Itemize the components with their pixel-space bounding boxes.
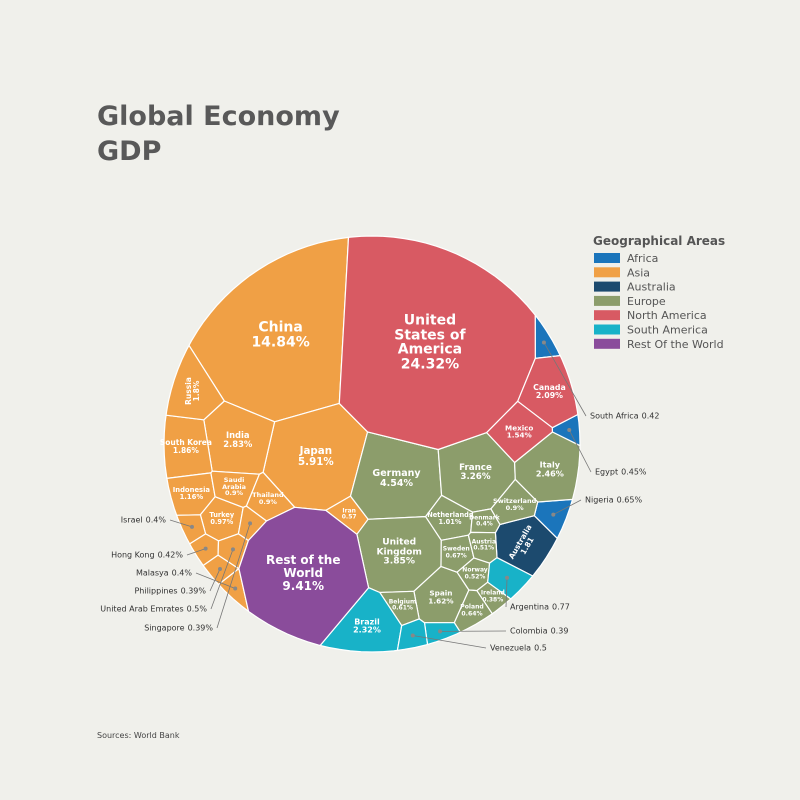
legend-label: North America: [627, 309, 707, 322]
leader-line: [543, 342, 587, 417]
source: Sources: World Bank: [97, 731, 180, 740]
legend-label: Rest Of the World: [627, 338, 724, 351]
leader-line: [505, 577, 508, 608]
legend-swatch: [594, 253, 620, 263]
cell: [163, 414, 213, 479]
leader-line: [210, 549, 234, 610]
cell: [319, 587, 403, 653]
legend-swatch: [594, 310, 620, 321]
cell: [486, 400, 554, 464]
leader-dot: [410, 633, 415, 638]
leader-line: [186, 548, 206, 556]
leader-dot: [541, 340, 546, 345]
legend-swatch: [594, 267, 620, 278]
cell: [165, 344, 225, 421]
legend-swatch: [594, 338, 620, 349]
cell: [470, 508, 501, 534]
leader-dot: [248, 521, 253, 526]
legend-label: Europe: [627, 295, 666, 308]
legend-label: Asia: [627, 266, 650, 279]
leader-dot: [438, 629, 443, 634]
leader-dot: [505, 575, 510, 580]
leader-dot: [203, 546, 208, 551]
cell: [534, 314, 561, 359]
leader-line: [568, 429, 592, 473]
legend-swatch: [594, 281, 620, 292]
leader-line: [216, 523, 251, 629]
cell: [238, 506, 370, 647]
legend-label: Africa: [627, 252, 658, 265]
legend-swatch: [594, 324, 620, 335]
chart-title: Global Economy: [97, 101, 340, 132]
cell: [423, 622, 461, 646]
cell: [176, 514, 207, 545]
cells: [163, 235, 581, 653]
leader-dot: [551, 512, 556, 517]
leader-line: [209, 568, 221, 592]
cell: [237, 505, 268, 542]
legend-label: Australia: [627, 281, 676, 294]
legend-swatch: [594, 295, 620, 306]
leader-line: [553, 499, 582, 516]
leader-lines: [169, 340, 592, 649]
cell: [487, 557, 534, 600]
legend-title: Geographical Areas: [593, 234, 725, 248]
chart-title: GDP: [97, 136, 161, 167]
leader-dot: [189, 524, 194, 529]
leader-dot: [233, 586, 238, 591]
leader-dot: [230, 547, 235, 552]
legend-label: South America: [627, 324, 708, 337]
leader-line: [169, 519, 193, 528]
leader-dot: [217, 566, 222, 571]
leader-line: [412, 635, 487, 649]
leader-line: [195, 572, 236, 589]
leader-dot: [567, 428, 572, 433]
